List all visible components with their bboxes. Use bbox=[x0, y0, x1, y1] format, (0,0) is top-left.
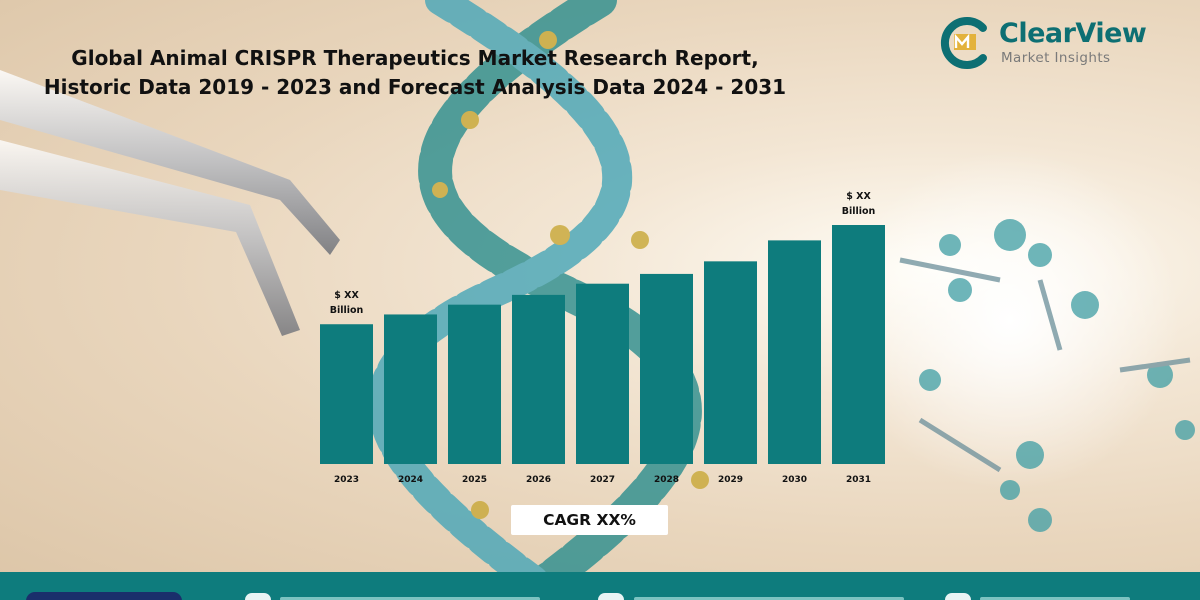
footer-website-text bbox=[280, 597, 540, 600]
protein-structures-illustration bbox=[899, 219, 1195, 532]
footer-bar bbox=[0, 572, 1200, 600]
brand-name: ClearView bbox=[999, 18, 1147, 49]
title-line-2: Historic Data 2019 - 2023 and Forecast A… bbox=[43, 75, 787, 99]
bar-2025 bbox=[448, 304, 501, 464]
phone-icon bbox=[945, 593, 971, 600]
bar-2029 bbox=[704, 261, 757, 464]
data-label-2031-line1: $ XX bbox=[846, 191, 871, 202]
report-title: Global Animal CRISPR Therapeutics Market… bbox=[30, 44, 800, 102]
logo-mark-icon bbox=[940, 17, 987, 69]
bar-2023 bbox=[320, 324, 373, 464]
bar-2024 bbox=[384, 314, 437, 464]
data-label-2031-line2: Billion bbox=[842, 206, 876, 217]
data-label-2023-line2: Billion bbox=[330, 305, 364, 316]
bar-2031 bbox=[832, 225, 885, 464]
globe-icon bbox=[245, 593, 271, 600]
data-label-2023-line1: $ XX bbox=[334, 290, 359, 301]
footer-button[interactable] bbox=[26, 592, 182, 600]
bar-2027 bbox=[576, 283, 629, 464]
bar-2030 bbox=[768, 240, 821, 464]
x-tick-label-2031: 2031 bbox=[846, 475, 871, 485]
x-tick-label-2029: 2029 bbox=[718, 475, 743, 485]
light-glow bbox=[840, 150, 1180, 490]
title-line-1: Global Animal CRISPR Therapeutics Market… bbox=[71, 46, 759, 70]
x-tick-label-2027: 2027 bbox=[590, 475, 615, 485]
brand-logo: ClearView Market Insights bbox=[935, 14, 1165, 70]
footer-phone-text bbox=[980, 597, 1130, 600]
mail-icon bbox=[598, 593, 624, 600]
cagr-label: CAGR XX% bbox=[511, 505, 668, 535]
x-tick-label-2023: 2023 bbox=[334, 475, 359, 485]
x-tick-label-2024: 2024 bbox=[398, 475, 423, 485]
tweezers-illustration bbox=[0, 70, 340, 336]
bar-2028 bbox=[640, 273, 693, 464]
footer-email-text bbox=[634, 597, 904, 600]
x-tick-label-2025: 2025 bbox=[462, 475, 487, 485]
bar-2026 bbox=[512, 294, 565, 464]
brand-tagline: Market Insights bbox=[1001, 50, 1111, 66]
x-tick-label-2028: 2028 bbox=[654, 475, 679, 485]
x-tick-label-2030: 2030 bbox=[782, 475, 807, 485]
x-tick-label-2026: 2026 bbox=[526, 475, 551, 485]
